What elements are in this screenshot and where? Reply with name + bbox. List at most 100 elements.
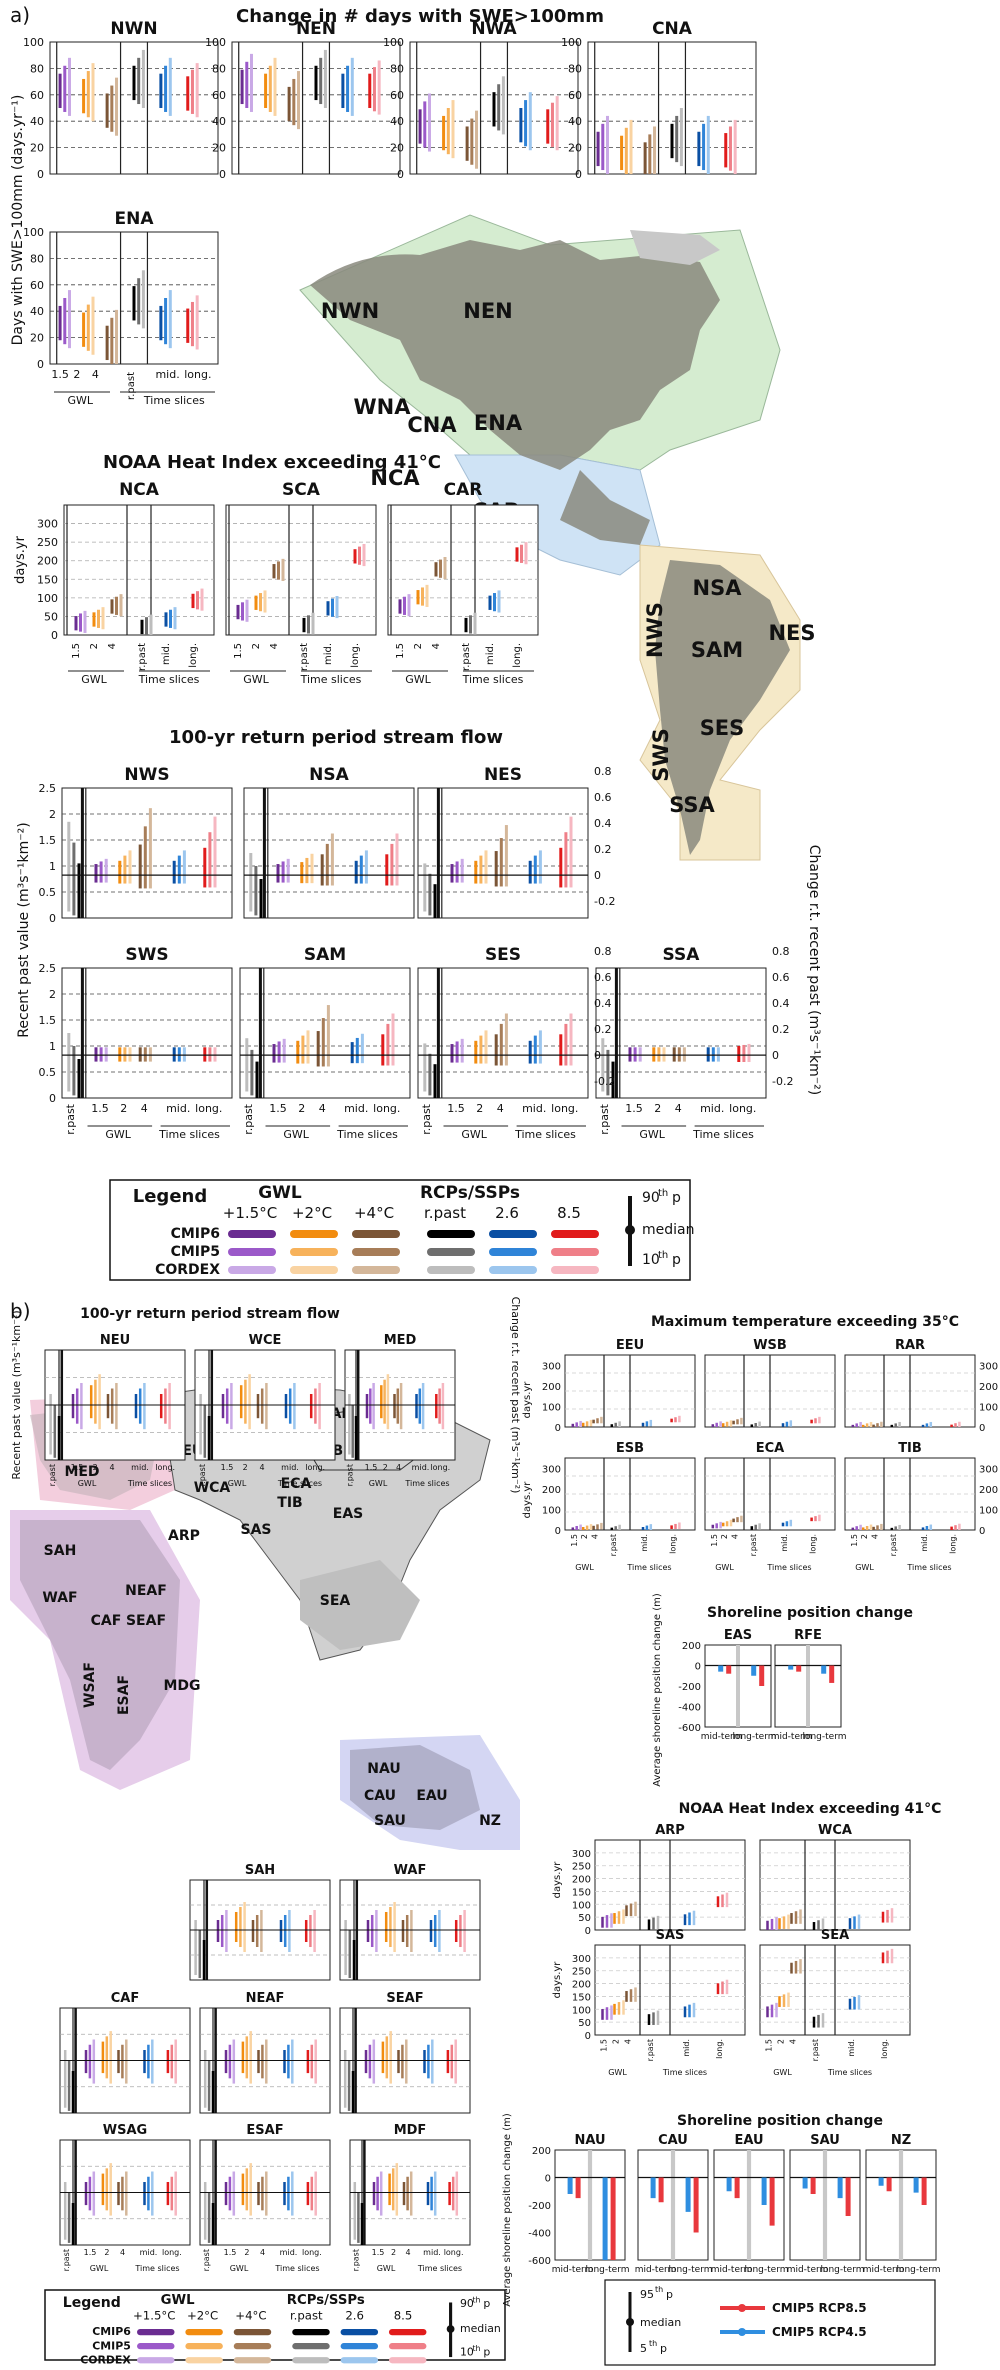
- range-bar: [264, 73, 268, 108]
- legend: [44, 2289, 506, 2364]
- range-bar: [259, 879, 263, 918]
- y-tick: 1.5: [39, 834, 57, 847]
- range-bar: [239, 1907, 242, 1947]
- range-bar: [305, 857, 309, 884]
- y-tick: 0.5: [39, 886, 57, 899]
- range-bar: [182, 1047, 186, 1062]
- range-bar: [629, 119, 633, 174]
- range-bar: [504, 1013, 508, 1066]
- range-bar: [118, 1047, 122, 1062]
- x-tick: long.: [551, 1102, 578, 1115]
- range-bar: [83, 610, 87, 633]
- range-bar: [750, 1526, 754, 1530]
- range-bar: [728, 126, 732, 171]
- y-tick: 80: [30, 62, 44, 75]
- x-tick: 4: [396, 1463, 401, 1472]
- shore-bar: [802, 2177, 808, 2189]
- legend-swatch: [489, 1230, 537, 1238]
- map-label-mdg: MDG: [163, 1678, 200, 1694]
- group-label: Time slices: [692, 1128, 754, 1141]
- shore2-panel: [865, 2149, 937, 2261]
- range-bar: [611, 1061, 615, 1098]
- range-bar: [366, 1920, 370, 1942]
- legend-box: [44, 2289, 506, 2361]
- range-bar: [929, 1524, 933, 1530]
- range-bar: [446, 2050, 450, 2074]
- range-bar: [132, 286, 136, 321]
- x-tick: mid.: [140, 2248, 158, 2257]
- map-label-nen: NEN: [463, 299, 513, 323]
- range-bar: [435, 1394, 438, 1419]
- x-tick: 1.5: [372, 2248, 385, 2257]
- shore-bar: [810, 2177, 816, 2194]
- range-bar: [564, 832, 568, 888]
- panel-frame: [49, 41, 219, 175]
- range-bar: [479, 855, 483, 884]
- y-tick-right: 200: [979, 1382, 998, 1393]
- y-tick: 0: [695, 1662, 701, 1673]
- range-bar: [261, 2176, 264, 2211]
- map-label-nsa: NSA: [693, 576, 743, 600]
- range-bar: [123, 1047, 127, 1062]
- range-bar: [469, 615, 472, 634]
- range-bar: [605, 2007, 609, 2020]
- b-heat-panel: [594, 1839, 746, 1931]
- swe-region-title: CNA: [652, 19, 693, 39]
- range-bar: [207, 1416, 211, 1460]
- y-tick: 1.5: [39, 1014, 57, 1027]
- range-bar: [326, 601, 330, 616]
- legend-rcp-col: 2.6: [345, 2309, 364, 2323]
- range-bar: [869, 1524, 873, 1530]
- range-bar: [494, 851, 498, 887]
- y-tick: 50: [578, 1913, 591, 1924]
- range-bar: [92, 2171, 96, 2216]
- range-bar: [423, 1043, 427, 1092]
- range-bar: [406, 2176, 409, 2211]
- x-tick: mid.: [522, 1102, 546, 1115]
- range-bar: [313, 1910, 316, 1952]
- range-bar: [736, 1517, 739, 1523]
- range-bar: [182, 850, 186, 884]
- range-bar: [277, 1041, 281, 1063]
- x-tick: 1.5: [84, 2248, 97, 2257]
- range-bar: [199, 1394, 202, 1455]
- x-tick: mid-term: [711, 2265, 753, 2275]
- range-bar: [106, 1394, 110, 1419]
- range-bar: [277, 561, 280, 580]
- range-bar: [454, 1920, 458, 1942]
- y-tick: 0: [555, 1423, 561, 1434]
- range-bar: [397, 2050, 400, 2074]
- y-tick: 0: [585, 2031, 591, 2042]
- shore2-title: Shoreline position change: [677, 2113, 883, 2129]
- legend-b2-median: [626, 2318, 634, 2326]
- legend: [109, 1179, 691, 1281]
- x-tick: 4: [120, 2248, 125, 2257]
- range-bar: [249, 2163, 252, 2216]
- x-tick: r.past: [64, 1103, 77, 1134]
- range-bar: [173, 607, 177, 630]
- group-label: GWL: [228, 1479, 247, 1488]
- range-bar: [390, 843, 394, 886]
- map-label-tib: TIB: [277, 1495, 302, 1511]
- range-bar: [63, 65, 67, 112]
- b-flow-panel: [339, 1879, 481, 1981]
- y-tick: 200: [542, 1382, 561, 1393]
- range-bar: [265, 2171, 268, 2216]
- heat-title: NOAA Heat Index exceeding 41°C: [103, 452, 441, 473]
- x-tick: mid.: [780, 1534, 789, 1552]
- range-bar: [325, 843, 329, 886]
- range-bar: [190, 69, 194, 114]
- shore2-region-title: NAU: [574, 2133, 605, 2148]
- tmax-region-title: ESB: [616, 1441, 644, 1456]
- range-bar: [881, 1952, 885, 1964]
- range-bar: [316, 1031, 320, 1067]
- legend-median: median: [642, 1222, 694, 1238]
- y-tick: 40: [212, 115, 226, 128]
- range-bar: [232, 2171, 236, 2216]
- group-label: GWL: [715, 1563, 734, 1572]
- x-tick: mid.: [423, 2248, 441, 2257]
- group-label: Time slices: [404, 1479, 449, 1488]
- range-bar: [861, 1424, 865, 1427]
- range-bar: [101, 607, 105, 630]
